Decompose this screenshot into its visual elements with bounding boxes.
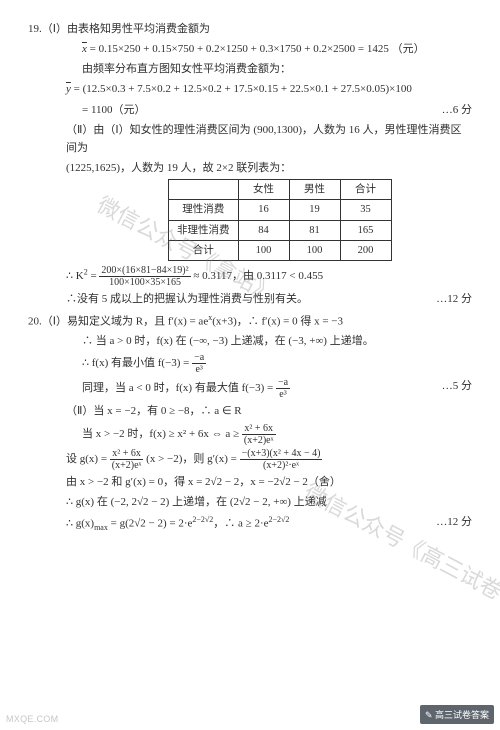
gp-n: −(x+3)(x² + 4x − 4) xyxy=(240,448,323,460)
lf-exp: 2−2√2 xyxy=(192,515,213,524)
q20-line-d: 由 x > −2 和 g′(x) = 0，得 x = 2√2 − 2，x = −… xyxy=(28,473,472,491)
max-d: e³ xyxy=(276,389,290,400)
table-row: 女性 男性 合计 xyxy=(169,180,392,200)
th: 男性 xyxy=(289,180,340,200)
cell: 81 xyxy=(289,220,340,240)
fb-n: x² + 6x xyxy=(242,423,276,435)
let-post: (x > −2)，则 g′(x) = xyxy=(146,453,239,465)
q20-line4: 同理，当 a < 0 时，f(x) 有最大值 f(−3) = −a e³ …5 … xyxy=(28,377,472,400)
q19-number: 19.（Ⅰ） xyxy=(28,23,67,35)
q19-eq2-res-row: = 1100（元） …6 分 xyxy=(28,101,472,119)
q19-eq1: x = 0.15×250 + 0.15×750 + 0.2×1250 + 0.3… xyxy=(28,40,472,58)
q19-k2: ∴ K2 = 200×(16×81−84×19)² 100×100×35×165… xyxy=(28,265,472,288)
cell: 200 xyxy=(340,241,391,261)
cell: 100 xyxy=(289,241,340,261)
q20-p2b-pre: 当 x > −2 时，f(x) ≥ x² + 6x ⇔ a ≥ xyxy=(82,428,242,440)
min-frac: −a e³ xyxy=(192,352,206,375)
q20-l1a: R，且 f′(x) = ae xyxy=(136,315,208,327)
q20-pts12: …12 分 xyxy=(436,513,472,531)
q20-line3: ∴ f(x) 有最小值 f(−3) = −a e³ xyxy=(28,352,472,375)
q19-conclusion: ∴没有 5 成以上的把握认为理性消费与性别有关。 xyxy=(66,293,308,305)
q19-part1-intro: 19.（Ⅰ）由表格知男性平均消费金额为 xyxy=(28,20,472,38)
lf-post2: ，∴ a ≥ 2·e xyxy=(213,518,268,530)
q19-line1: 由表格知男性平均消费金额为 xyxy=(67,23,210,35)
max-n: −a xyxy=(276,377,290,389)
k2-den: 100×100×35×165 xyxy=(99,277,190,288)
q20-part2a: （Ⅱ）当 x = −2，有 0 ≥ −8，∴ a ∈ R xyxy=(28,402,472,420)
gp-frac: −(x+3)(x² + 4x − 4) (x+2)²·eˣ xyxy=(240,448,323,471)
q20-line-e: ∴ g(x) 在 (−2, 2√2 − 2) 上递增，在 (2√2 − 2, +… xyxy=(28,493,472,511)
footer-right: ✎ 高三试卷答案 xyxy=(420,705,494,724)
q19-table: 女性 男性 合计 理性消费 16 19 35 非理性消费 84 81 165 合… xyxy=(168,179,392,261)
q19-eq2-res: = 1100 xyxy=(82,104,113,116)
k2-pre: ∴ K xyxy=(66,270,84,282)
page: 19.（Ⅰ）由表格知男性平均消费金额为 x = 0.15×250 + 0.15×… xyxy=(0,0,500,546)
q19-eq2-rhs: = (12.5×0.3 + 7.5×0.2 + 12.5×0.2 + 17.5×… xyxy=(71,83,412,95)
frac-b: x² + 6x (x+2)eˣ xyxy=(242,423,276,446)
q19-pts6: …6 分 xyxy=(442,101,472,119)
q19-eq2: y = (12.5×0.3 + 7.5×0.2 + 12.5×0.2 + 17.… xyxy=(28,80,472,98)
max-frac: −a e³ xyxy=(276,377,290,400)
q20-line1: 20.（Ⅰ）易知定义域为 R，且 f′(x) = aex(x+3)，∴ f′(x… xyxy=(28,311,472,331)
q19-conclusion-row: ∴没有 5 成以上的把握认为理性消费与性别有关。 …12 分 xyxy=(28,290,472,308)
q19-eq1-unit: （元） xyxy=(392,43,425,55)
q19-eq1-rhs: = 0.15×250 + 0.15×750 + 0.2×1250 + 0.3×1… xyxy=(87,43,389,55)
cell: 35 xyxy=(340,200,391,220)
min-n: −a xyxy=(192,352,206,364)
q19-part2b: (1225,1625)，人数为 19 人，故 2×2 联列表为： xyxy=(28,159,472,177)
lf-pre: ∴ g(x) xyxy=(66,518,94,530)
let-pre: 设 g(x) = xyxy=(66,453,110,465)
q20-pts5: …5 分 xyxy=(442,377,472,395)
q19-part2a: （Ⅱ）由（Ⅰ）知女性的理性消费区间为 (900,1300)，人数为 16 人，男… xyxy=(28,121,472,157)
g-frac: x² + 6x (x+2)eˣ xyxy=(110,448,144,471)
cell: 理性消费 xyxy=(169,200,239,220)
cell: 合计 xyxy=(169,241,239,261)
q20-let: 设 g(x) = x² + 6x (x+2)eˣ (x > −2)，则 g′(x… xyxy=(28,448,472,471)
th: 合计 xyxy=(340,180,391,200)
gp-d: (x+2)²·eˣ xyxy=(240,460,323,471)
g-n: x² + 6x xyxy=(110,448,144,460)
table-row: 非理性消费 84 81 165 xyxy=(169,220,392,240)
table-row: 理性消费 16 19 35 xyxy=(169,200,392,220)
q20-l1b: (x+3)，∴ f′(x) = 0 得 x = −3 xyxy=(212,315,343,327)
q20-part2b: 当 x > −2 时，f(x) ≥ x² + 6x ⇔ a ≥ x² + 6x … xyxy=(28,423,472,446)
q20-line2: ∴ 当 a > 0 时，f(x) 在 (−∞, −3) 上递减，在 (−3, +… xyxy=(28,332,472,350)
lf-post: = g(2√2 − 2) = 2·e xyxy=(111,518,193,530)
min-d: e³ xyxy=(192,364,206,375)
q19-pts12: …12 分 xyxy=(436,290,472,308)
k2-num: 200×(16×81−84×19)² xyxy=(99,265,190,277)
table-row: 合计 100 100 200 xyxy=(169,241,392,261)
footer-left: MXQE.COM xyxy=(6,714,58,724)
cell: 100 xyxy=(238,241,289,261)
lf-sub: max xyxy=(94,523,108,532)
k2-frac: 200×(16×81−84×19)² 100×100×35×165 xyxy=(99,265,190,288)
cell: 16 xyxy=(238,200,289,220)
th: 女性 xyxy=(238,180,289,200)
cell: 非理性消费 xyxy=(169,220,239,240)
q19-line2: 由频率分布直方图知女性平均消费金额为： xyxy=(28,60,472,78)
cell: 84 xyxy=(238,220,289,240)
q19-eq2-unit: （元） xyxy=(113,104,146,116)
cell: 19 xyxy=(289,200,340,220)
q20-l3pre: ∴ f(x) 有最小值 f(−3) = xyxy=(82,357,192,369)
fb-d: (x+2)eˣ xyxy=(242,435,276,446)
q20-line-f: ∴ g(x)max = g(2√2 − 2) = 2·e2−2√2，∴ a ≥ … xyxy=(28,513,472,534)
k2-post: ≈ 0.3117，由 0.3117 < 0.455 xyxy=(193,270,323,282)
q20-pre: 20.（Ⅰ）易知定义域为 xyxy=(28,315,136,327)
cell: 165 xyxy=(340,220,391,240)
g-d: (x+2)eˣ xyxy=(110,460,144,471)
q20-l4pre: 同理，当 a < 0 时，f(x) 有最大值 f(−3) = xyxy=(82,382,276,394)
lf-exp2: 2−2√2 xyxy=(269,515,290,524)
th xyxy=(169,180,239,200)
